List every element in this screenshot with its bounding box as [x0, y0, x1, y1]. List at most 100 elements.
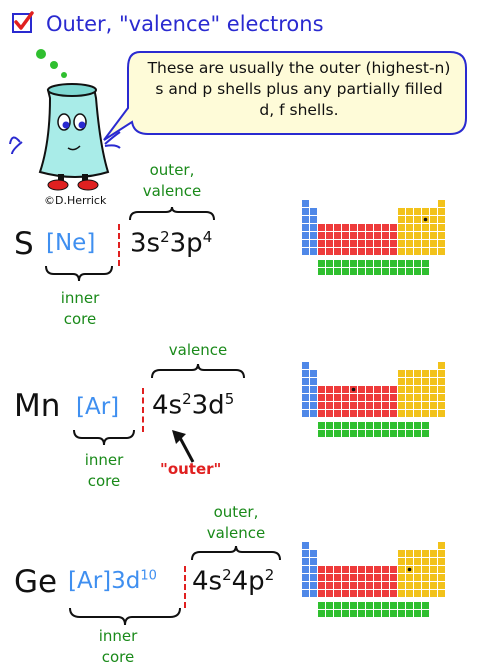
element-cell	[302, 200, 309, 207]
element-cell	[358, 248, 365, 255]
element-cell	[358, 410, 365, 417]
element-symbol: Mn	[14, 388, 61, 424]
element-cell	[302, 550, 309, 557]
element-cell	[390, 394, 397, 401]
element-cell	[398, 386, 405, 393]
element-cell	[398, 582, 405, 589]
f-block-cell	[390, 422, 397, 429]
element-cell	[398, 224, 405, 231]
f-block-cell	[342, 260, 349, 267]
element-cell	[302, 224, 309, 231]
element-cell	[406, 574, 413, 581]
element-cell	[414, 558, 421, 565]
element-cell	[438, 590, 445, 597]
credit-text: ©D.Herrick	[44, 194, 107, 207]
f-block-cell	[334, 610, 341, 617]
f-block-cell	[422, 610, 429, 617]
element-cell	[342, 232, 349, 239]
f-block-cell	[326, 610, 333, 617]
f-block-cell	[390, 430, 397, 437]
valence-config: 4s23d5	[152, 390, 235, 421]
element-cell	[438, 208, 445, 215]
f-block-cell	[382, 268, 389, 275]
element-cell	[438, 582, 445, 589]
element-cell	[318, 224, 325, 231]
element-cell	[438, 542, 445, 549]
f-block-cell	[318, 268, 325, 275]
f-block-cell	[422, 602, 429, 609]
f-block-cell	[374, 268, 381, 275]
element-cell	[342, 590, 349, 597]
element-cell	[398, 208, 405, 215]
element-cell	[398, 574, 405, 581]
element-cell	[430, 224, 437, 231]
core-divider	[184, 566, 186, 608]
element-cell	[390, 386, 397, 393]
element-cell	[422, 590, 429, 597]
inner-core-label: inner core	[60, 289, 100, 328]
page-title: Outer, "valence" electrons	[46, 12, 324, 36]
element-cell	[430, 394, 437, 401]
element-cell	[342, 566, 349, 573]
f-block-cell	[366, 602, 373, 609]
element-cell	[374, 410, 381, 417]
element-symbol: Ge	[14, 564, 58, 600]
element-cell	[382, 248, 389, 255]
f-block-cell	[342, 430, 349, 437]
element-cell	[310, 582, 317, 589]
element-cell	[302, 574, 309, 581]
element-cell	[382, 232, 389, 239]
element-cell	[398, 240, 405, 247]
f-block-cell	[350, 430, 357, 437]
element-cell	[326, 582, 333, 589]
element-cell	[390, 248, 397, 255]
element-cell	[430, 370, 437, 377]
f-block-cell	[334, 260, 341, 267]
element-cell	[406, 216, 413, 223]
periodic-table	[302, 200, 445, 275]
f-block-cell	[382, 260, 389, 267]
element-cell	[398, 370, 405, 377]
f-block-cell	[358, 430, 365, 437]
element-cell	[326, 574, 333, 581]
f-block-cell	[422, 260, 429, 267]
element-cell	[390, 224, 397, 231]
element-cell	[406, 410, 413, 417]
noble-gas-core: [Ar]	[76, 394, 120, 420]
speech-bubble	[103, 51, 467, 141]
element-cell	[382, 590, 389, 597]
f-block-cell	[406, 610, 413, 617]
f-block-cell	[390, 610, 397, 617]
f-block-cell	[374, 422, 381, 429]
element-cell	[430, 208, 437, 215]
f-block-cell	[422, 430, 429, 437]
element-cell	[302, 410, 309, 417]
element-cell	[414, 386, 421, 393]
element-cell	[438, 232, 445, 239]
element-cell	[302, 402, 309, 409]
element-cell	[422, 378, 429, 385]
f-block-cell	[350, 268, 357, 275]
element-cell	[438, 394, 445, 401]
f-block-cell	[350, 610, 357, 617]
element-cell	[422, 558, 429, 565]
f-block-cell	[374, 260, 381, 267]
f-block-cell	[318, 260, 325, 267]
f-block-cell	[398, 422, 405, 429]
element-cell	[302, 240, 309, 247]
element-cell	[438, 566, 445, 573]
element-cell	[310, 410, 317, 417]
element-cell	[350, 566, 357, 573]
element-cell	[326, 590, 333, 597]
element-cell	[366, 386, 373, 393]
f-block-cell	[334, 268, 341, 275]
element-cell	[382, 386, 389, 393]
element-cell	[406, 582, 413, 589]
element-cell	[310, 590, 317, 597]
outer-valence-label: outer, valence	[142, 161, 202, 200]
f-block-cell	[398, 268, 405, 275]
element-cell	[302, 248, 309, 255]
element-cell	[414, 574, 421, 581]
element-cell	[342, 582, 349, 589]
f-block-cell	[342, 422, 349, 429]
